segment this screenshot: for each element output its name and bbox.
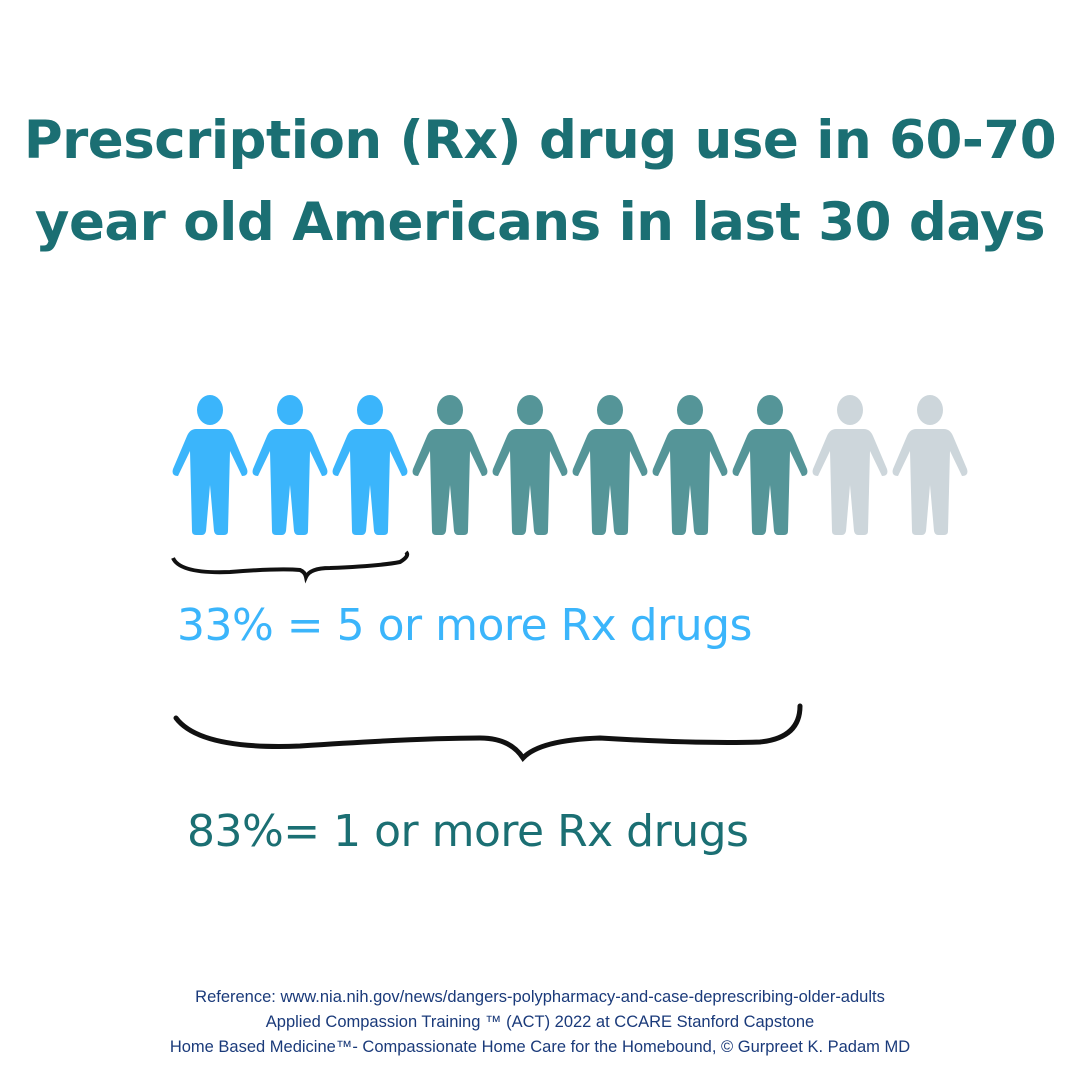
footer: Reference: www.nia.nih.gov/news/dangers-… bbox=[0, 985, 1080, 1060]
title-line-2: year old Americans in last 30 days bbox=[34, 192, 1046, 253]
page-title: Prescription (Rx) drug use in 60-70 year… bbox=[0, 100, 1080, 264]
footer-reference: Reference: www.nia.nih.gov/news/dangers-… bbox=[195, 988, 885, 1006]
person-icon bbox=[172, 395, 248, 535]
person-body bbox=[412, 429, 488, 535]
person-body bbox=[732, 429, 808, 535]
footer-copyright: Home Based Medicine™- Compassionate Home… bbox=[169, 1038, 911, 1056]
stat-five-or-more: 33% = 5 or more Rx drugs bbox=[177, 600, 752, 651]
person-head bbox=[757, 395, 783, 425]
person-head bbox=[597, 395, 623, 425]
title-line-1: Prescription (Rx) drug use in 60-70 bbox=[23, 110, 1057, 171]
person-body bbox=[492, 429, 568, 535]
person-body bbox=[332, 429, 408, 535]
person-icon bbox=[412, 395, 488, 535]
person-head bbox=[197, 395, 223, 425]
person-icon bbox=[252, 395, 328, 535]
stat-one-or-more: 83%= 1 or more Rx drugs bbox=[187, 806, 749, 857]
person-icon bbox=[332, 395, 408, 535]
large-brace-icon bbox=[173, 703, 803, 763]
person-head bbox=[437, 395, 463, 425]
person-body bbox=[892, 429, 968, 535]
person-head bbox=[837, 395, 863, 425]
person-icon bbox=[892, 395, 968, 535]
person-body bbox=[812, 429, 888, 535]
person-icon bbox=[572, 395, 648, 535]
person-body bbox=[572, 429, 648, 535]
person-head bbox=[517, 395, 543, 425]
person-head bbox=[917, 395, 943, 425]
person-head bbox=[277, 395, 303, 425]
person-icon bbox=[492, 395, 568, 535]
person-icon bbox=[732, 395, 808, 535]
footer-credit: Applied Compassion Training ™ (ACT) 2022… bbox=[265, 1013, 815, 1031]
small-brace-icon bbox=[171, 550, 410, 584]
person-head bbox=[677, 395, 703, 425]
person-body bbox=[652, 429, 728, 535]
person-icon bbox=[652, 395, 728, 535]
person-head bbox=[357, 395, 383, 425]
person-body bbox=[172, 429, 248, 535]
person-icon bbox=[812, 395, 888, 535]
person-body bbox=[252, 429, 328, 535]
